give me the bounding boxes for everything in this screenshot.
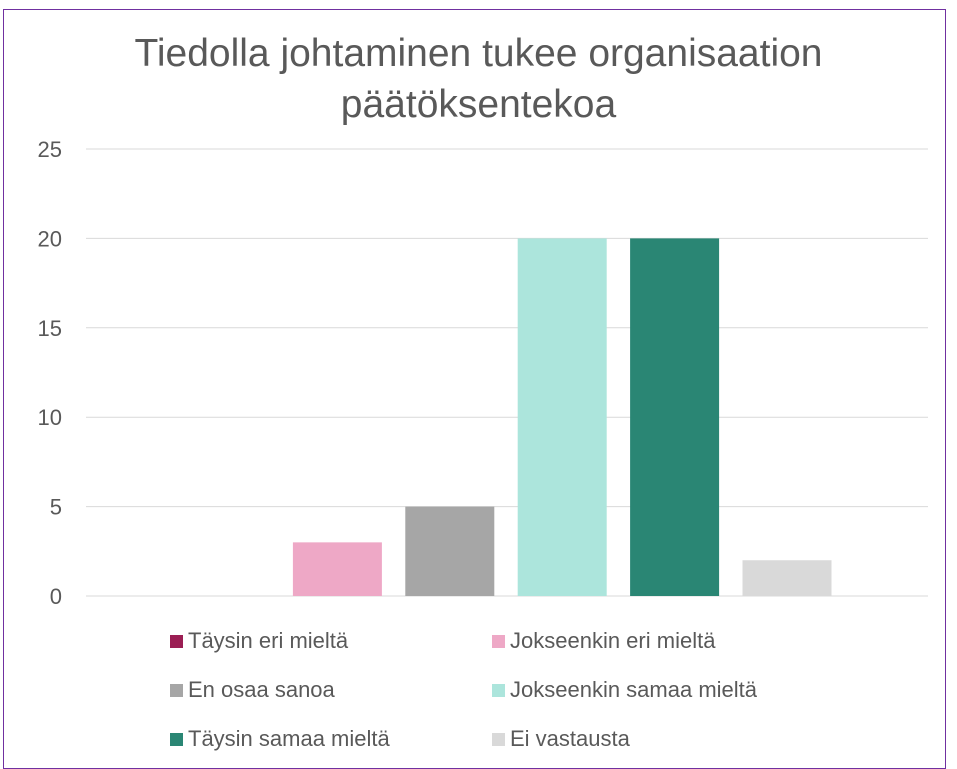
y-tick-label: 20 (38, 226, 62, 251)
legend-swatch (170, 683, 183, 697)
legend-item: Täysin eri mieltä (170, 628, 348, 654)
bar (292, 542, 382, 596)
legend-item: En osaa sanoa (170, 677, 335, 703)
gridlines (86, 148, 928, 597)
legend-label: Täysin eri mieltä (188, 628, 349, 653)
legend-swatch (492, 634, 505, 648)
y-tick-label: 0 (50, 584, 62, 609)
bar (405, 506, 495, 596)
bar (517, 238, 607, 596)
bar (630, 238, 720, 596)
legend-swatch (170, 634, 183, 648)
y-tick-label: 15 (38, 316, 62, 341)
y-tick-label: 10 (38, 405, 62, 430)
legend-swatch (170, 732, 183, 746)
legend-item: Jokseenkin eri mieltä (492, 628, 715, 654)
y-tick-label: 25 (38, 137, 62, 162)
legend-label: Jokseenkin eri mieltä (510, 628, 716, 653)
bar (742, 560, 832, 596)
legend-label: Jokseenkin samaa mieltä (510, 677, 758, 702)
legend-item: Ei vastausta (492, 726, 630, 752)
legend-label: En osaa sanoa (188, 677, 335, 702)
y-axis-ticks: 0 5 10 15 20 25 (38, 137, 62, 609)
y-tick-label: 5 (50, 495, 62, 520)
chart-title: Tiedolla johtaminen tukee organisaation … (134, 32, 823, 126)
legend-swatch (492, 732, 505, 746)
legend-label: Ei vastausta (510, 726, 630, 751)
bars (292, 238, 832, 596)
legend-label: Täysin samaa mieltä (188, 726, 390, 751)
legend-swatch (492, 683, 505, 697)
bar-chart: 0 5 10 15 20 25 (38, 137, 928, 609)
legend-item: Jokseenkin samaa mieltä (492, 677, 757, 703)
legend-item: Täysin samaa mieltä (170, 726, 390, 752)
